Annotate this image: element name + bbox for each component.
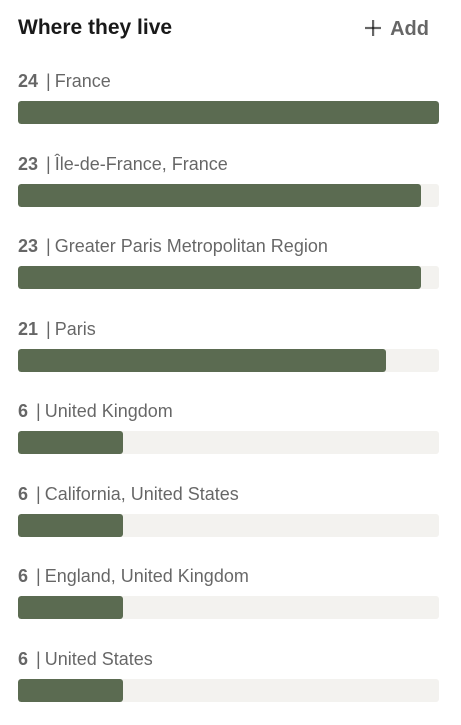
location-item: 24 | France xyxy=(18,68,439,126)
location-name: United Kingdom xyxy=(44,401,173,421)
location-bar-track xyxy=(18,596,439,619)
location-label: 24 | France xyxy=(18,68,111,94)
location-bar-fill xyxy=(18,596,124,619)
location-bar-track xyxy=(18,349,439,372)
location-bar-fill xyxy=(18,184,422,207)
location-label: 23 | Greater Paris Metropolitan Region xyxy=(18,233,328,259)
location-item: 21 | Paris xyxy=(18,316,439,374)
location-bar-fill xyxy=(18,514,124,537)
location-separator: | xyxy=(46,319,51,339)
location-separator: | xyxy=(36,484,41,504)
location-bar-fill xyxy=(18,679,124,702)
location-bar-fill xyxy=(18,349,387,372)
location-name: England, United Kingdom xyxy=(44,566,249,586)
location-count: 23 xyxy=(18,154,39,174)
location-count: 6 xyxy=(18,484,29,504)
location-item: 6 | California, United States xyxy=(18,481,439,539)
location-item: 6 | England, United Kingdom xyxy=(18,563,439,621)
location-separator: | xyxy=(46,154,51,174)
location-label: 23 | Île-de-France, France xyxy=(18,151,228,177)
location-bar-fill xyxy=(18,266,422,289)
location-bar-track xyxy=(18,184,439,207)
plus-icon xyxy=(364,19,382,37)
location-count: 6 xyxy=(18,401,29,421)
location-separator: | xyxy=(46,71,51,91)
location-name: Île-de-France, France xyxy=(54,154,228,174)
location-item: 23 | Île-de-France, France xyxy=(18,151,439,209)
location-item: 6 | United Kingdom xyxy=(18,398,439,456)
location-bar-fill xyxy=(18,431,124,454)
location-bar-track xyxy=(18,679,439,702)
location-label: 6 | United Kingdom xyxy=(18,398,173,424)
location-count: 6 xyxy=(18,566,29,586)
card-header: Where they live Add xyxy=(18,14,439,44)
location-separator: | xyxy=(36,401,41,421)
location-bar-track xyxy=(18,514,439,537)
location-count: 6 xyxy=(18,649,29,669)
location-separator: | xyxy=(36,566,41,586)
location-label: 6 | England, United Kingdom xyxy=(18,563,249,589)
location-bar-track xyxy=(18,266,439,289)
add-button-label: Add xyxy=(390,18,429,40)
location-item: 23 | Greater Paris Metropolitan Region xyxy=(18,233,439,291)
location-count: 23 xyxy=(18,236,39,256)
location-separator: | xyxy=(36,649,41,669)
location-count: 24 xyxy=(18,71,39,91)
location-name: California, United States xyxy=(44,484,239,504)
location-label: 21 | Paris xyxy=(18,316,96,342)
location-label: 6 | United States xyxy=(18,646,153,672)
location-item: 6 | United States xyxy=(18,646,439,704)
add-button[interactable]: Add xyxy=(364,14,429,42)
location-label: 6 | California, United States xyxy=(18,481,239,507)
location-name: Paris xyxy=(54,319,96,339)
location-name: Greater Paris Metropolitan Region xyxy=(54,236,328,256)
location-count: 21 xyxy=(18,319,39,339)
card-title: Where they live xyxy=(18,16,173,39)
location-name: United States xyxy=(44,649,153,669)
location-bar-fill xyxy=(18,101,439,124)
location-bar-track xyxy=(18,101,439,124)
location-bar-track xyxy=(18,431,439,454)
location-separator: | xyxy=(46,236,51,256)
location-name: France xyxy=(54,71,111,91)
